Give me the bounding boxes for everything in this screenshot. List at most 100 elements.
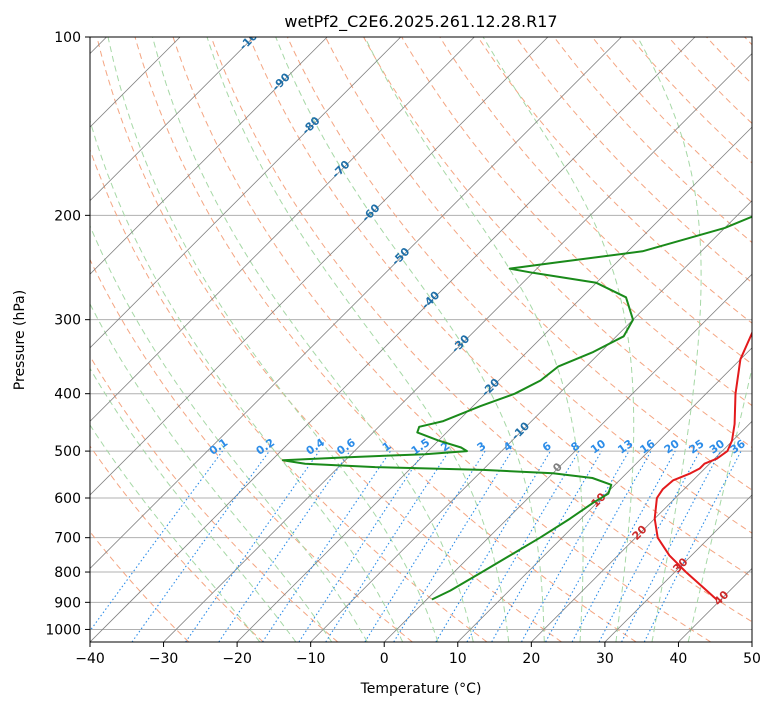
mixing-ratio-line [325, 450, 450, 642]
dry-adiabat [439, 37, 752, 365]
mixing-ratio-line [131, 450, 270, 642]
y-axis-label: Pressure (hPa) [12, 290, 28, 390]
chart-title: wetPf2_C2E6.2025.261.12.28.R17 [284, 12, 557, 32]
isotherm-label: -10 [509, 419, 532, 442]
isotherm-line [457, 347, 752, 642]
dry-adiabat [286, 37, 752, 534]
moist-adiabat [90, 302, 333, 642]
x-tick-label: 20 [522, 651, 540, 667]
mixing-ratio-label: 6 [540, 439, 554, 454]
dry-adiabat [325, 37, 752, 491]
moist-adiabat [90, 367, 297, 642]
dry-adiabat [401, 37, 752, 407]
isotherm-line [90, 37, 475, 422]
dry-adiabat [90, 148, 488, 642]
isotherm-label: -70 [329, 158, 352, 181]
isotherm-line [310, 200, 752, 642]
mixing-ratio-line [643, 450, 742, 642]
x-tick-label: −30 [149, 651, 179, 667]
mixing-ratio-label: 0.2 [254, 436, 277, 458]
dry-adiabat [515, 37, 752, 284]
moist-adiabat [90, 424, 261, 642]
mixing-ratio-line [393, 450, 513, 642]
background-lines [90, 37, 752, 642]
mixing-ratio-line [262, 450, 391, 642]
y-tick-label: 700 [54, 531, 81, 547]
y-tick-label: 800 [54, 565, 81, 581]
isotherm-label: -20 [479, 376, 502, 399]
mixing-ratio-line [521, 450, 630, 642]
mixing-ratio-line [185, 450, 320, 642]
mixing-ratio-line [545, 450, 652, 642]
isotherm-label: -100 [237, 24, 266, 53]
x-tick-label: 50 [743, 651, 761, 667]
isotherm-line [751, 641, 752, 642]
y-tick-label: 500 [54, 444, 81, 460]
isotherm-line [90, 37, 402, 349]
isotherm-line [90, 37, 328, 275]
moist-adiabat [107, 37, 439, 642]
profile-series [281, 215, 752, 601]
isotherm-label: -60 [359, 201, 382, 224]
isotherm-label: 20 [630, 523, 650, 543]
dewpoint-profile-line [281, 215, 752, 601]
isotherm-label: -90 [270, 70, 293, 93]
mixing-ratio-line [435, 450, 551, 642]
mixing-ratio-label: 16 [638, 437, 658, 457]
y-tick-label: 1000 [45, 622, 81, 638]
dry-adiabat [629, 37, 752, 164]
mixing-ratio-line [364, 450, 486, 642]
temperature-profile-line [653, 330, 752, 601]
dry-adiabat [90, 445, 264, 642]
dry-adiabat [668, 37, 752, 125]
x-tick-label: 30 [596, 651, 614, 667]
y-tick-label: 100 [54, 30, 81, 46]
dry-adiabat [90, 530, 190, 642]
mixing-ratio-label: 8 [569, 439, 583, 454]
moist-adiabat [275, 37, 545, 642]
isotherm-line [90, 37, 696, 642]
moist-adiabat [637, 37, 702, 642]
mixing-ratio-label: 10 [588, 437, 608, 457]
x-axis-label: Temperature (°C) [360, 681, 482, 697]
line-labels: 0.1 0.2 0.4 0.6 1 1.5 2 3 4 6 8 10 13 16 20 25 30 36-100-… [207, 24, 748, 608]
isotherm-line [678, 567, 752, 642]
y-tick-label: 400 [54, 387, 81, 403]
mixing-ratio-label: 4 [501, 439, 515, 454]
dry-adiabat [248, 37, 752, 578]
isotherm-line [90, 37, 254, 202]
plot-area: 0.1 0.2 0.4 0.6 1 1.5 2 3 4 6 8 10 13 16 20 25 30 36-100-… [90, 24, 752, 642]
x-tick-label: 10 [449, 651, 467, 667]
dry-adiabat [553, 37, 752, 244]
isotherm-label: -50 [389, 245, 412, 268]
mixing-ratio-label: 13 [615, 437, 635, 456]
mixing-ratio-label: 20 [662, 437, 682, 457]
moist-adiabat [90, 118, 404, 642]
mixing-ratio-line [218, 450, 351, 642]
dry-adiabat [706, 37, 752, 85]
isotherm-label: -30 [449, 332, 472, 355]
isotherm-line [236, 126, 752, 642]
mixing-ratio-label: 1 [380, 439, 394, 454]
dry-adiabat [90, 355, 339, 642]
dry-adiabat [172, 37, 712, 642]
isotherm-line [90, 37, 549, 496]
x-tick-label: −10 [296, 651, 326, 667]
isotherm-line [383, 273, 752, 642]
mixing-ratio-label: 3 [475, 439, 489, 454]
moist-adiabat [206, 37, 510, 642]
isotherm-line [531, 420, 752, 642]
y-tick-label: 900 [54, 595, 81, 611]
moist-adiabat [687, 365, 752, 642]
dry-adiabat [591, 37, 752, 204]
mixing-ratio-line [90, 450, 223, 632]
plot-frame [89, 36, 753, 643]
mixing-ratio-label: 36 [728, 437, 748, 457]
moist-adiabat [364, 37, 584, 642]
y-tick-label: 300 [54, 313, 81, 329]
dry-adiabat [90, 258, 413, 642]
y-tick-label: 200 [54, 208, 81, 224]
moist-adiabat [90, 224, 368, 642]
mixing-ratio-line [571, 450, 676, 642]
